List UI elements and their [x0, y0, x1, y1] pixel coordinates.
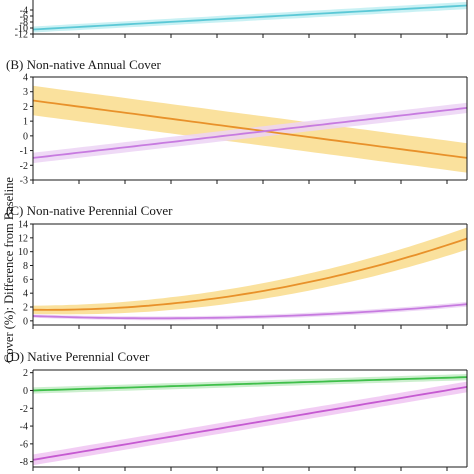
y-tick-label: 0: [23, 131, 28, 142]
series-1-confidence-band: [33, 227, 467, 315]
panel-c-title: (C) Non-native Perennial Cover: [6, 203, 173, 218]
panel-a-axes: -12-10-8-6-4: [15, 0, 468, 41]
panel-d-axes: -8 -6 -4 -2 0 2: [20, 368, 468, 471]
y-tick-label: 2: [23, 368, 28, 379]
y-tick-label: 3: [23, 87, 28, 98]
y-tick-label: 0: [23, 386, 28, 397]
panel-a-lines: [32, 4, 468, 31]
series-2-line: [32, 107, 468, 159]
y-tick-label: 1: [23, 117, 28, 128]
y-tick-label: 2: [23, 102, 28, 113]
y-tick-label: 14: [18, 220, 28, 231]
y-tick-label: -8: [20, 457, 28, 468]
panel-a: -12-10-8-6-4: [15, 0, 468, 41]
y-tick-label: -2: [20, 404, 28, 415]
y-tick-label: -1: [20, 146, 28, 157]
y-tick-label: -8: [20, 18, 28, 29]
series-2-line: [32, 303, 468, 320]
y-tick-label: 2: [23, 303, 28, 314]
series-1-line: [32, 99, 468, 159]
y-tick-label: -10: [15, 24, 28, 35]
y-tick-label: -3: [20, 176, 28, 187]
panel-b-lines: [32, 99, 468, 159]
series-1-line: [33, 237, 468, 311]
panel-c-axes: 0 2 4 6 8 10 12 14: [18, 220, 468, 329]
series-1-line: [32, 4, 468, 31]
panel-c-bands: [33, 227, 467, 321]
y-tick-label: -6: [20, 439, 28, 450]
y-tick-label: -12: [15, 30, 28, 41]
panel-d-title: (D) Native Perennial Cover: [6, 349, 150, 364]
y-tick-label: -2: [20, 161, 28, 172]
panel-b-title: (B) Non-native Annual Cover: [6, 57, 162, 72]
y-tick-label: -4: [20, 6, 28, 17]
panel-c: (C) Non-native Perennial Cover 0 2 4 6 8 10 12…: [6, 203, 468, 329]
y-tick-label: 0: [23, 316, 28, 327]
y-tick-label: 4: [23, 289, 28, 300]
panel-d-lines: [32, 376, 468, 461]
y-tick-label: 4: [23, 73, 28, 84]
series-1-line: [32, 376, 468, 392]
panel-b-axes: -3 -2 -1 0 1 2 3 4: [20, 73, 468, 187]
y-tick-label: -6: [20, 12, 28, 23]
y-tick-label: 10: [18, 247, 28, 258]
panel-b: (B) Non-native Annual Cover -3 -2 -1 0 1 2 3 4: [6, 57, 468, 187]
series-2-line: [32, 386, 468, 461]
y-tick-label: 12: [18, 233, 28, 244]
y-tick-label: -4: [20, 422, 28, 433]
y-tick-label: 6: [23, 275, 28, 286]
panel-c-lines: [32, 237, 468, 320]
y-axis-label: Cover (%): Difference from Baseline: [2, 177, 16, 363]
y-tick-label: 8: [23, 261, 28, 272]
panel-d: (D) Native Perennial Cover -8 -6 -4 -2 0 2: [6, 349, 468, 471]
